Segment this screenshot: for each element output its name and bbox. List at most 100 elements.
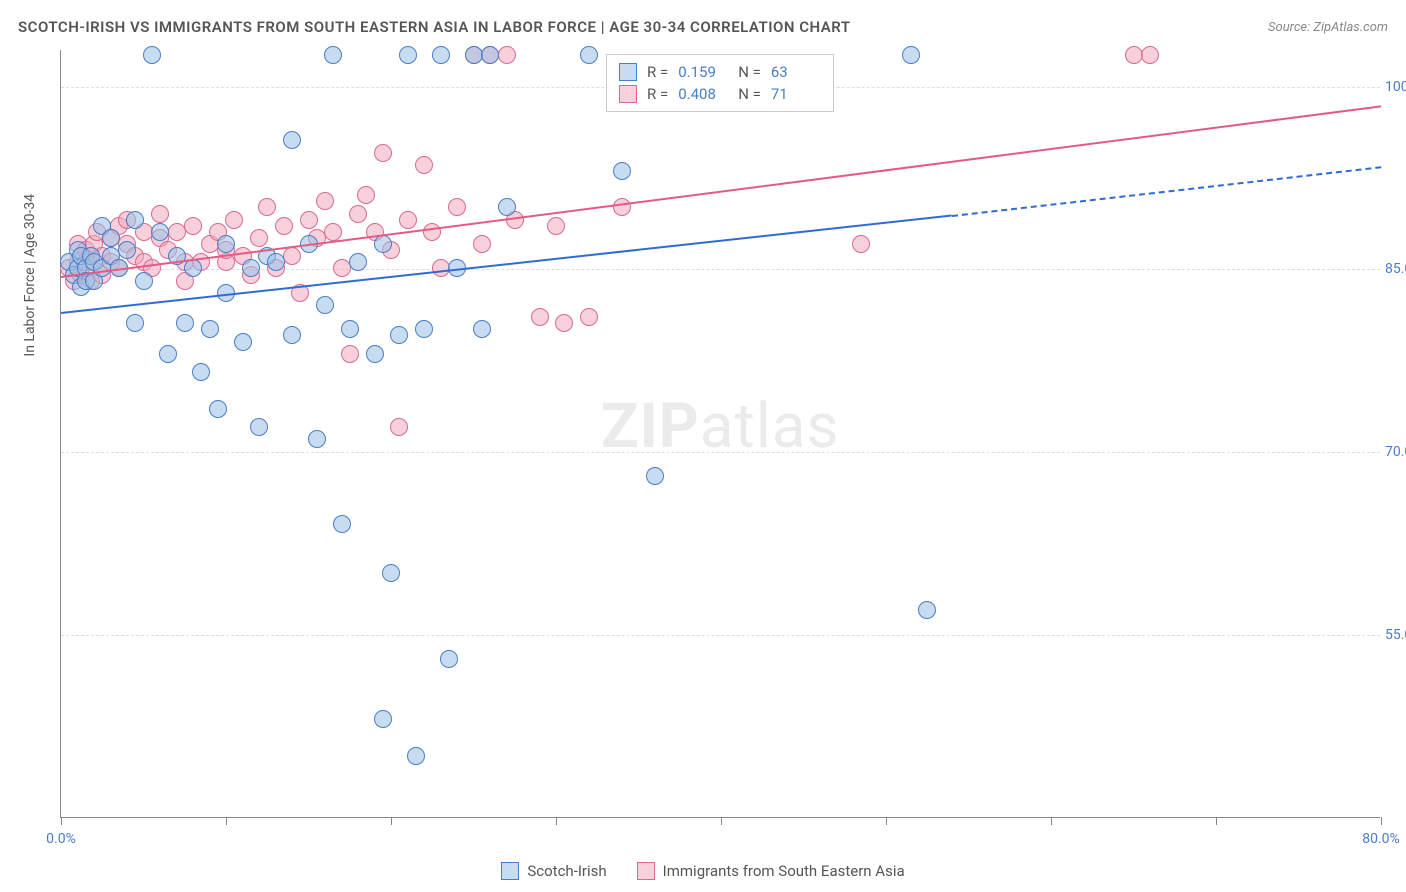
point-series2 [613, 198, 631, 216]
point-series1 [242, 259, 260, 277]
point-series2 [300, 211, 318, 229]
stats-n-label: N = [738, 63, 761, 81]
point-series2 [374, 144, 392, 162]
point-series1 [135, 272, 153, 290]
point-series1 [201, 320, 219, 338]
point-series1 [192, 363, 210, 381]
legend-label: Immigrants from South Eastern Asia [663, 862, 905, 880]
point-series2 [432, 259, 450, 277]
x-tick [721, 817, 722, 825]
point-series1 [580, 46, 598, 64]
point-series1 [184, 259, 202, 277]
point-series1 [333, 515, 351, 533]
point-series2 [498, 46, 516, 64]
bottom-legend: Scotch-Irish Immigrants from South Easter… [0, 862, 1406, 880]
point-series2 [399, 211, 417, 229]
stats-swatch [619, 85, 637, 103]
point-series1 [250, 418, 268, 436]
legend-item: Scotch-Irish [501, 862, 606, 880]
x-tick-label: 80.0% [1362, 831, 1400, 847]
point-series1 [126, 314, 144, 332]
y-tick-label: 55.0% [1385, 627, 1406, 643]
legend-item: Immigrants from South Eastern Asia [637, 862, 905, 880]
chart-plot-area: ZIPatlas 55.0%70.0%85.0%100.0%0.0%80.0%R… [60, 50, 1380, 818]
y-tick-label: 100.0% [1385, 79, 1406, 95]
x-tick [886, 817, 887, 825]
point-series1 [143, 46, 161, 64]
point-series2 [423, 223, 441, 241]
point-series2 [225, 211, 243, 229]
point-series2 [275, 217, 293, 235]
point-series1 [481, 46, 499, 64]
point-series2 [324, 223, 342, 241]
point-series1 [267, 253, 285, 271]
source-label: Source: ZipAtlas.com [1268, 20, 1388, 35]
point-series2 [283, 247, 301, 265]
stats-box: R = 0.159 N = 63 R =0.408N =71 [606, 54, 834, 112]
point-series1 [374, 710, 392, 728]
point-series1 [283, 131, 301, 149]
point-series1 [366, 345, 384, 363]
point-series1 [382, 564, 400, 582]
stats-r-value: 0.159 [678, 63, 728, 81]
point-series2 [250, 229, 268, 247]
point-series1 [324, 46, 342, 64]
point-series2 [316, 192, 334, 210]
point-series2 [580, 308, 598, 326]
point-series1 [217, 235, 235, 253]
point-series1 [390, 326, 408, 344]
point-series2 [531, 308, 549, 326]
gridline [61, 635, 1380, 636]
stats-r-label: R = [647, 63, 668, 81]
x-tick [1216, 817, 1217, 825]
trend-line-series2 [61, 105, 1381, 278]
stats-row: R = 0.159 N = 63 [619, 61, 821, 83]
stats-n-value: 71 [771, 85, 821, 103]
point-series2 [258, 198, 276, 216]
legend-swatch [637, 862, 655, 880]
point-series2 [555, 314, 573, 332]
point-series2 [341, 345, 359, 363]
point-series2 [852, 235, 870, 253]
point-series1 [341, 320, 359, 338]
y-tick-label: 70.0% [1385, 444, 1406, 460]
point-series1 [473, 320, 491, 338]
point-series2 [448, 198, 466, 216]
stats-row: R =0.408N =71 [619, 83, 821, 105]
point-series2 [547, 217, 565, 235]
point-series1 [432, 46, 450, 64]
point-series1 [374, 235, 392, 253]
chart-title: SCOTCH-IRISH VS IMMIGRANTS FROM SOUTH EA… [18, 18, 851, 36]
y-axis-title: In Labor Force | Age 30-34 [22, 194, 38, 357]
point-series1 [918, 601, 936, 619]
stats-n-value: 63 [771, 63, 821, 81]
point-series1 [407, 747, 425, 765]
point-series2 [168, 223, 186, 241]
gridline [61, 452, 1380, 453]
point-series2 [184, 217, 202, 235]
x-tick [1381, 817, 1382, 825]
point-series1 [159, 345, 177, 363]
x-tick-label: 0.0% [46, 831, 76, 847]
x-tick [1051, 817, 1052, 825]
legend-label: Scotch-Irish [527, 862, 606, 880]
point-series1 [440, 650, 458, 668]
point-series1 [209, 400, 227, 418]
point-series2 [473, 235, 491, 253]
point-series1 [234, 333, 252, 351]
x-tick [556, 817, 557, 825]
point-series2 [151, 205, 169, 223]
point-series1 [316, 296, 334, 314]
point-series1 [308, 430, 326, 448]
point-series1 [613, 162, 631, 180]
stats-swatch [619, 63, 637, 81]
stats-r-label: R = [647, 85, 668, 103]
point-series1 [902, 46, 920, 64]
point-series1 [415, 320, 433, 338]
y-tick-label: 85.0% [1385, 261, 1406, 277]
point-series2 [1125, 46, 1143, 64]
point-series1 [151, 223, 169, 241]
x-tick [226, 817, 227, 825]
point-series1 [102, 229, 120, 247]
point-series1 [118, 241, 136, 259]
